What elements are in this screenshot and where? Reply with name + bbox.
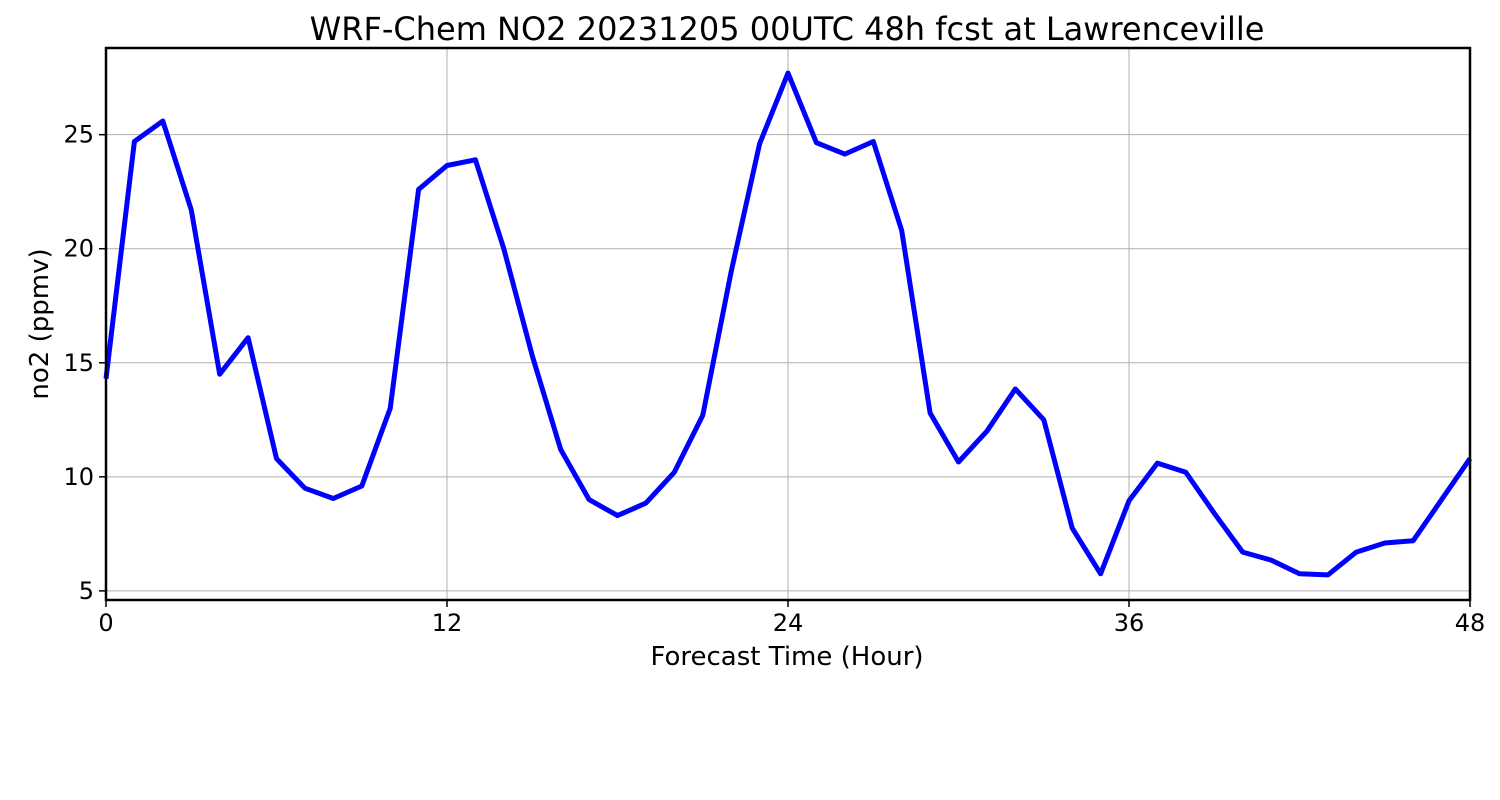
series-line [103,70,1473,578]
y-axis-label: no2 (ppmv) [25,248,55,399]
x-tick-label: 24 [773,609,804,637]
x-tick-label: 0 [98,609,113,637]
y-tick-label: 10 [63,463,94,491]
y-tick-label: 25 [63,121,94,149]
series-layer [103,70,1473,578]
x-axis-label: Forecast Time (Hour) [650,642,923,672]
x-tick-label: 12 [432,609,463,637]
x-tick-label: 48 [1455,609,1486,637]
chart-title: WRF-Chem NO2 20231205 00UTC 48h fcst at … [310,10,1265,48]
x-axis: 0 12 24 36 48 [98,600,1485,637]
y-tick-label: 15 [63,349,94,377]
y-axis: 5 10 15 20 25 [63,121,106,605]
grid [105,48,1471,600]
y-tick-label: 20 [63,235,94,263]
y-tick-label: 5 [79,577,94,605]
x-tick-label: 36 [1114,609,1145,637]
